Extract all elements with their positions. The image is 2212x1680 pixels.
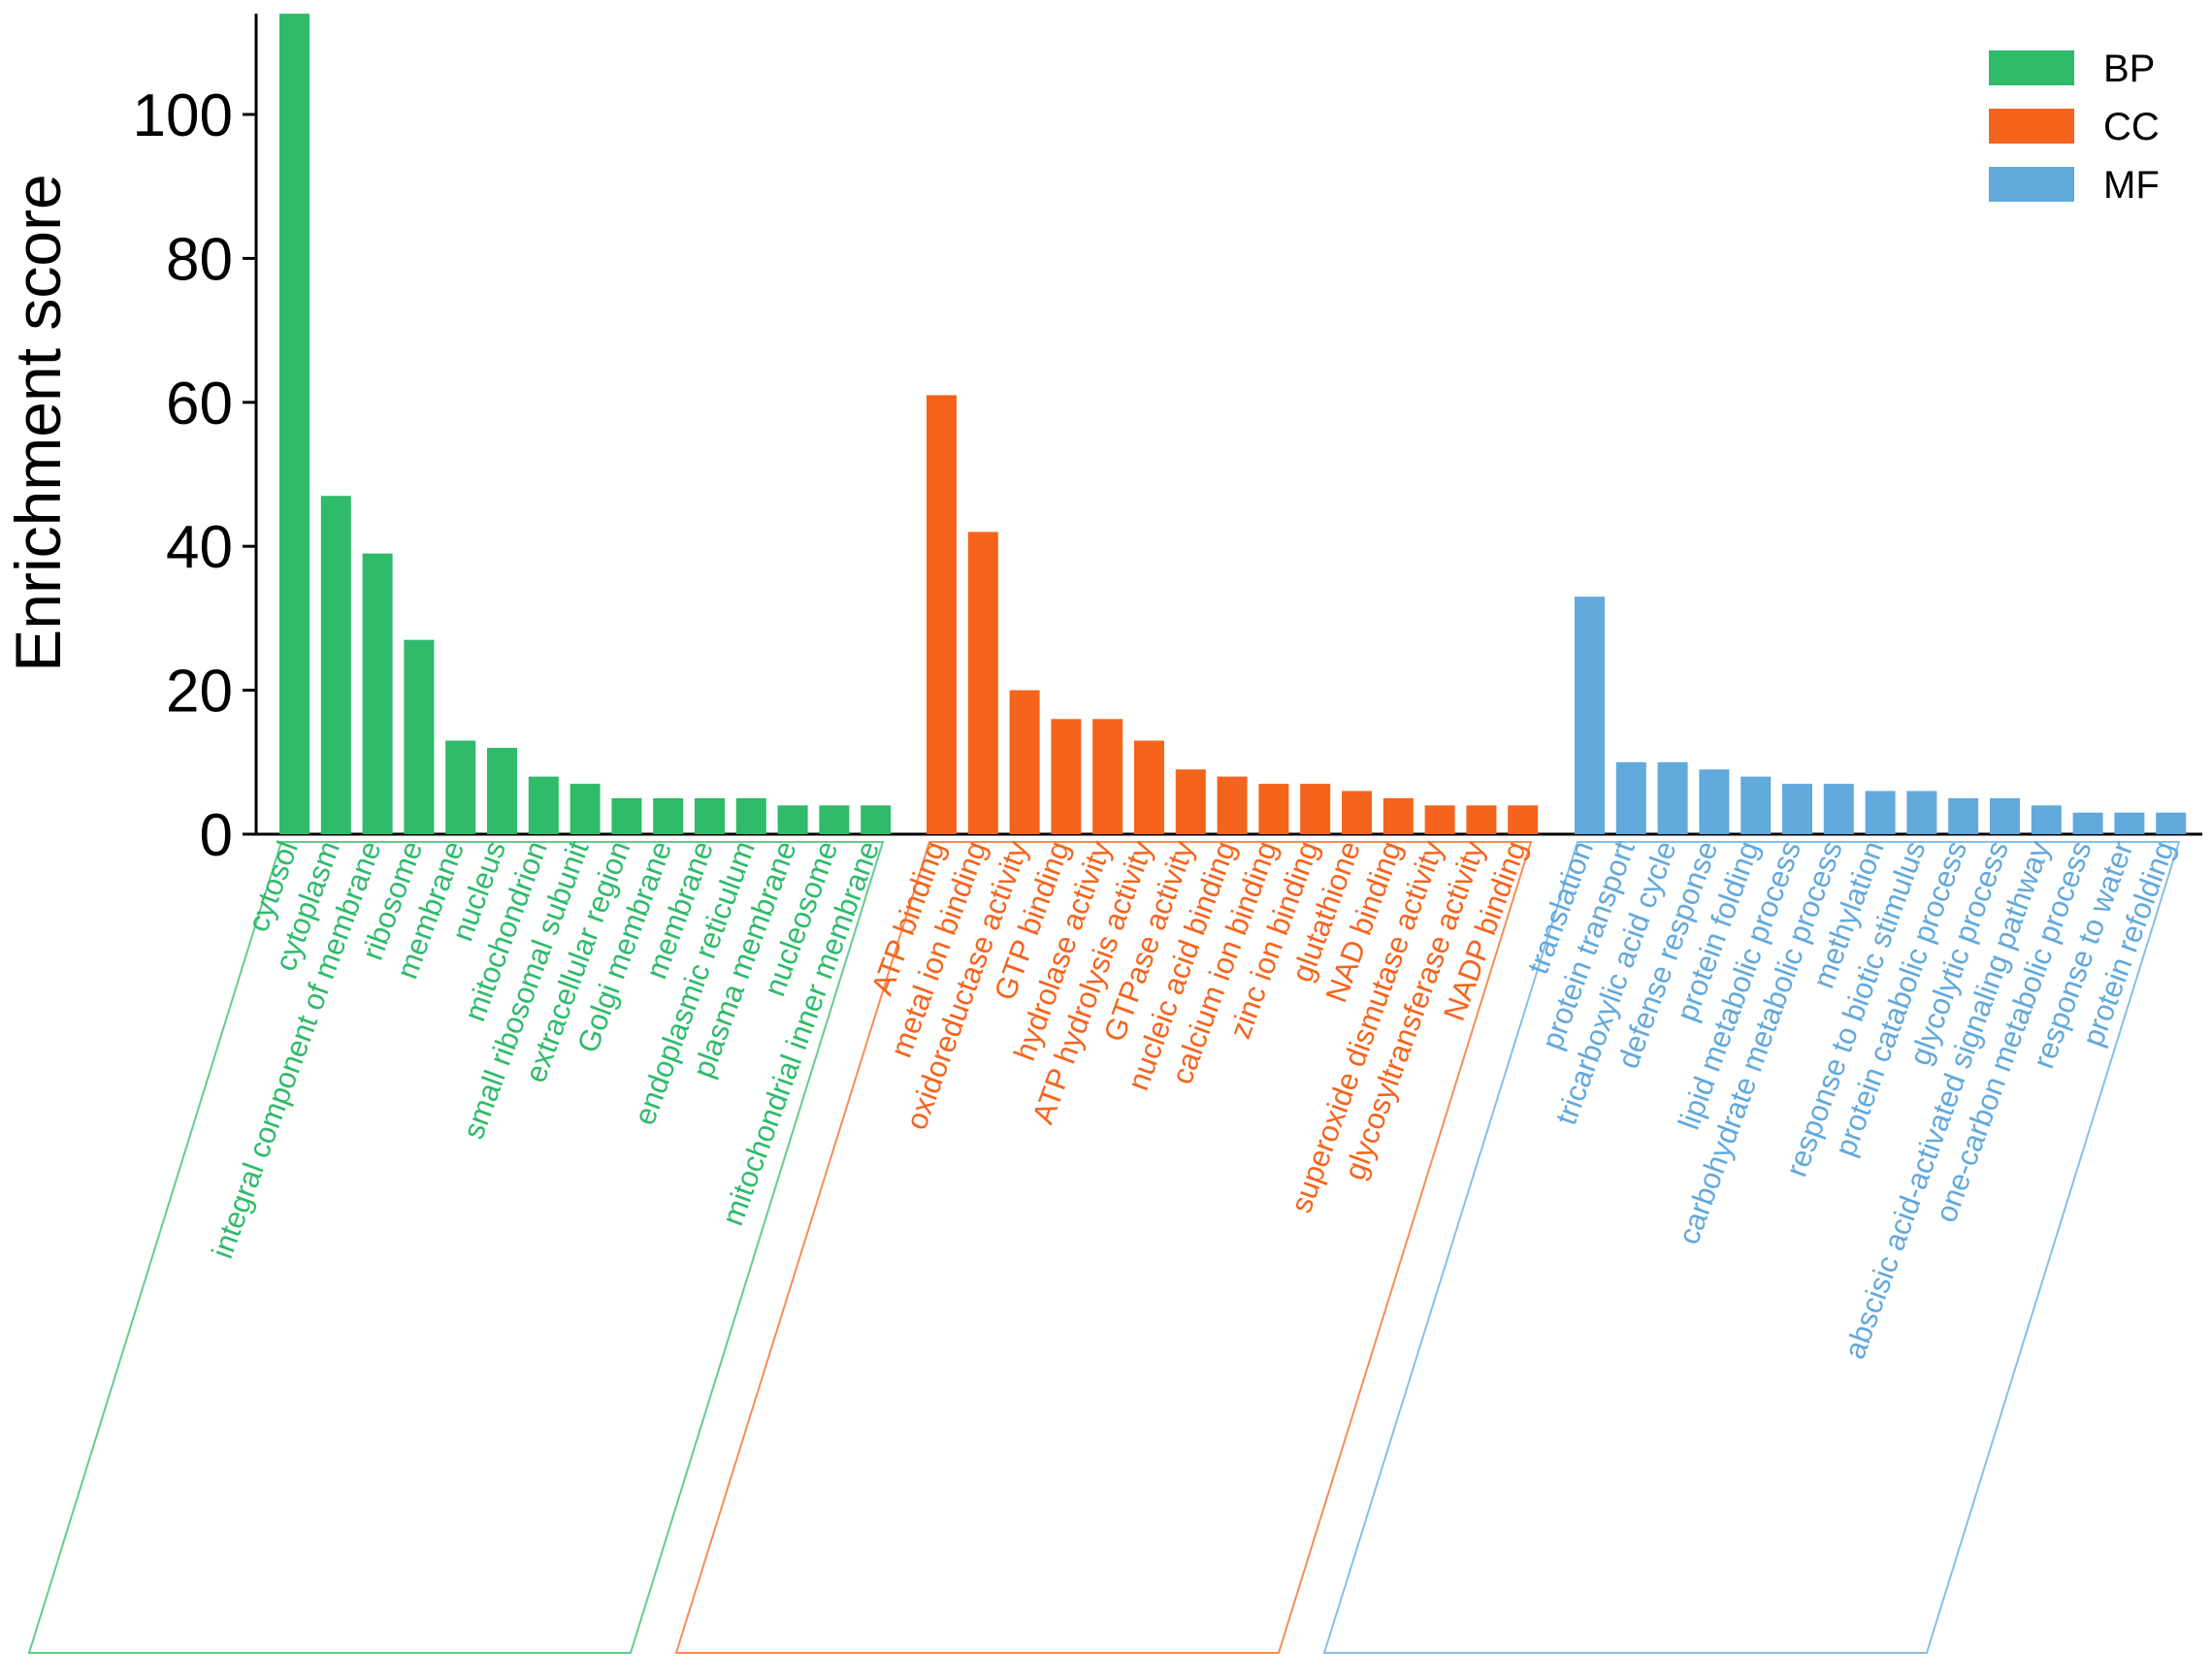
bar-bp [861,805,892,834]
bar-cc [1342,791,1372,834]
bar-mf [1990,797,2020,834]
bar-bp [777,805,808,834]
bracket-mf [1322,841,2181,1654]
bar-cc [927,395,957,834]
bar-mf [2114,812,2145,834]
bar-mf [1782,784,1812,834]
bar-bp [653,797,684,834]
y-tick-label: 100 [133,82,233,149]
bar-mf [2072,812,2103,834]
y-tick-label: 80 [166,226,233,293]
bar-bp [611,797,642,834]
bar-bp [362,553,393,834]
bar-cc [1508,805,1539,834]
legend-swatch-cc [1989,109,2074,144]
bar-mf [1615,761,1646,834]
y-tick-label: 20 [166,659,233,726]
bar-bp [487,747,517,834]
bar-mf [1575,597,1605,834]
bar-bp [320,496,351,834]
y-axis-title: Enrichment score [2,174,74,672]
y-tick-label: 40 [166,514,233,581]
bar-bp [404,639,435,834]
legend-label-bp: BP [2103,48,2155,90]
bar-mf [1740,776,1772,834]
bar-cc [1424,805,1455,834]
bar-mf [1823,784,1854,834]
bar-mf [1948,797,1979,834]
bar-cc [1300,784,1331,834]
bar-cc [1134,740,1164,834]
bar-mf [1865,791,1896,834]
legend-label-cc: CC [2103,106,2160,148]
bar-cc [1092,719,1123,834]
bar-mf [2031,805,2062,834]
bar-cc [1382,797,1414,834]
bracket-cc [674,841,1533,1654]
bar-mf [1657,761,1688,834]
bar-bp [279,14,309,835]
bar-cc [967,532,998,834]
legend-swatch-mf [1989,167,2074,202]
bracket-bp [27,841,885,1654]
y-tick-label: 0 [200,802,233,869]
axes: 0 20 40 60 80 100 [133,14,2202,869]
legend: BP CC MF [1989,48,2160,207]
legend-label-mf: MF [2103,164,2160,207]
bar-cc [1051,719,1082,834]
bar-bp [528,776,559,834]
bar-bp [695,797,725,834]
bar-mf [2156,812,2187,834]
bar-cc [1466,805,1497,834]
legend-swatch-bp [1989,50,2074,85]
bar-mf [1906,791,1937,834]
bar-bp [569,784,601,834]
bar-cc [1009,690,1040,834]
bar-bp [819,805,850,834]
bar-bp [445,740,476,834]
bar-cc [1217,776,1248,834]
group-brackets [27,841,2181,1654]
bars [279,14,2187,835]
y-tick-label: 60 [166,371,233,437]
bar-cc [1175,769,1206,834]
bar-bp [735,797,766,834]
bar-mf [1699,769,1730,834]
bar-cc [1258,784,1289,834]
